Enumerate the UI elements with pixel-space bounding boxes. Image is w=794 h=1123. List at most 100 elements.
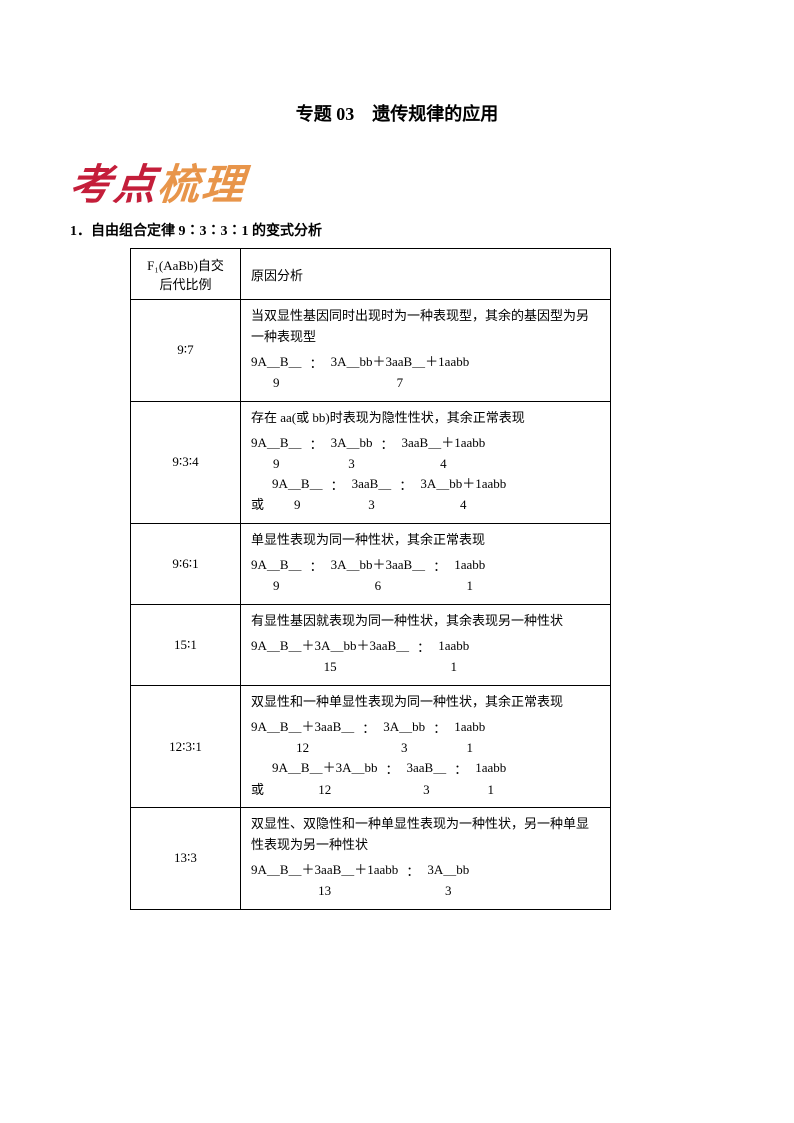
- underbrace-icon: [331, 369, 470, 375]
- formula-term: 1aabb: [454, 557, 485, 573]
- formula-count: 9: [273, 578, 280, 594]
- formula-group: 1aabb 1: [475, 760, 506, 797]
- formula-group: 9A＿B＿ 9: [251, 557, 302, 594]
- formula-row: 9A＿B＿＋3aaB＿12：3A＿bb3：1aabb1: [251, 719, 600, 756]
- formula-term: 9A＿B＿＋3aaB＿＋1aabb: [251, 862, 398, 878]
- underbrace-icon: [438, 653, 469, 659]
- formula-count: 1: [466, 740, 473, 756]
- ratio-cell: 9∶6∶1: [131, 523, 241, 604]
- analysis-cell: 双显性、双隐性和一种单显性表现为一种性状，另一种单显性表现为另一种性状 9A＿B＿…: [241, 808, 611, 910]
- underbrace-icon: [352, 491, 392, 497]
- heading-part-2: 梳理: [156, 161, 248, 208]
- analysis-cell: 单显性表现为同一种性状，其余正常表现9A＿B＿9：3A＿bb＋3aaB＿6：1a…: [241, 523, 611, 604]
- formula-group: 9A＿B＿＋3aaB＿＋1aabb 13: [251, 862, 398, 899]
- formula-row: 9A＿B＿＋3A＿bb＋3aaB＿15：1aabb 1: [251, 638, 600, 675]
- formula-term: 9A＿B＿＋3A＿bb＋3aaB＿: [251, 638, 409, 654]
- analysis-desc: 双显性、双隐性和一种单显性表现为一种性状，另一种单显性表现为另一种性状: [251, 814, 600, 856]
- formula-count: 7: [397, 375, 404, 391]
- formula-term: 9A＿B＿: [272, 476, 323, 492]
- underbrace-icon: [331, 572, 426, 578]
- page-title: 专题 03 遗传规律的应用: [90, 100, 704, 126]
- formula-term: 3A＿bb＋1aabb: [420, 476, 506, 492]
- formula-count: 1: [466, 578, 473, 594]
- table-row: 12∶3∶1双显性和一种单显性表现为同一种性状，其余正常表现9A＿B＿＋3aaB…: [131, 685, 611, 807]
- formula-row: 9A＿B＿9：3A＿bb3：3aaB＿＋1aabb4: [251, 435, 600, 472]
- ratio-separator: ：: [306, 559, 327, 575]
- ratio-cell: 9∶3∶4: [131, 401, 241, 523]
- formula-term: 9A＿B＿＋3A＿bb: [272, 760, 377, 776]
- formula-term: 1aabb: [454, 719, 485, 735]
- formula-term: 3A＿bb＋3aaB＿: [331, 557, 426, 573]
- formula-count: 12: [318, 782, 331, 798]
- ratio-cell: 9∶7: [131, 300, 241, 402]
- formula-count: 1: [450, 659, 457, 675]
- formula-group: 3A＿bb3: [383, 719, 425, 756]
- table-row: 9∶3∶4存在 aa(或 bb)时表现为隐性性状，其余正常表现9A＿B＿9：3A…: [131, 401, 611, 523]
- formula-term: 9A＿B＿: [251, 354, 302, 370]
- or-label: 或: [251, 497, 264, 513]
- formula-group: 1aabb 1: [438, 638, 469, 675]
- formula-term: 3aaB＿: [406, 760, 446, 776]
- header-ratio: F₁(AaBb)自交后代比例: [131, 249, 241, 300]
- underbrace-icon: [427, 877, 469, 883]
- formula-count: 9: [273, 456, 280, 472]
- ratio-separator: ：: [395, 478, 416, 494]
- formula-count: 3: [423, 782, 430, 798]
- ratio-separator: ：: [402, 864, 423, 880]
- formula-count: 3: [348, 456, 355, 472]
- section-heading: 考点梳理: [67, 151, 248, 212]
- formula-row: 9A＿B＿9：3A＿bb＋3aaB＿6：1aabb1: [251, 557, 600, 594]
- formula-row: 或9A＿B＿9：3aaB＿3：3A＿bb＋1aabb4: [251, 476, 600, 513]
- analysis-cell: 有显性基因就表现为同一种性状，其余表现另一种性状9A＿B＿＋3A＿bb＋3aaB…: [241, 604, 611, 685]
- underbrace-icon: [454, 734, 485, 740]
- ratio-table: F₁(AaBb)自交后代比例 原因分析 9∶7当双显性基因同时出现时为一种表现型…: [130, 248, 611, 910]
- header-analysis: 原因分析: [241, 249, 611, 300]
- underbrace-icon: [331, 450, 373, 456]
- formula-count: 9: [294, 497, 301, 513]
- underbrace-icon: [251, 653, 409, 659]
- formula-group: 3A＿bb＋1aabb4: [420, 476, 506, 513]
- analysis-desc: 当双显性基因同时出现时为一种表现型，其余的基因型为另一种表现型: [251, 306, 600, 348]
- table-row: 13∶3双显性、双隐性和一种单显性表现为一种性状，另一种单显性表现为另一种性状9…: [131, 808, 611, 910]
- formula-count: 3: [368, 497, 375, 513]
- ratio-cell: 12∶3∶1: [131, 685, 241, 807]
- formula-term: 1aabb: [438, 638, 469, 654]
- underbrace-icon: [251, 450, 302, 456]
- underbrace-icon: [251, 877, 398, 883]
- underbrace-icon: [251, 734, 354, 740]
- formula-group: 9A＿B＿ 9: [251, 435, 302, 472]
- formula-term: 1aabb: [475, 760, 506, 776]
- underbrace-icon: [272, 776, 377, 782]
- ratio-separator: ：: [381, 762, 402, 778]
- table-header-row: F₁(AaBb)自交后代比例 原因分析: [131, 249, 611, 300]
- table-row: 9∶6∶1 单显性表现为同一种性状，其余正常表现 9A＿B＿ 9 ：3A＿bb＋3aaB…: [131, 523, 611, 604]
- formula-group: 9A＿B＿＋3A＿bb＋3aaB＿15: [251, 638, 409, 675]
- formula-group: 3A＿bb3: [331, 435, 373, 472]
- ratio-separator: ：: [306, 356, 327, 372]
- formula-count: 4: [440, 456, 447, 472]
- analysis-desc: 单显性表现为同一种性状，其余正常表现: [251, 530, 600, 551]
- underbrace-icon: [272, 491, 323, 497]
- formula-count: 13: [318, 883, 331, 899]
- underbrace-icon: [420, 491, 506, 497]
- table-body: 9∶7当双显性基因同时出现时为一种表现型，其余的基因型为另一种表现型9A＿B＿9…: [131, 300, 611, 910]
- ratio-separator: ：: [429, 721, 450, 737]
- underbrace-icon: [401, 450, 485, 456]
- ratio-cell: 15∶1: [131, 604, 241, 685]
- ratio-separator: ：: [413, 640, 434, 656]
- underbrace-icon: [454, 572, 485, 578]
- ratio-separator: ：: [358, 721, 379, 737]
- formula-count: 9: [273, 375, 280, 391]
- analysis-cell: 双显性和一种单显性表现为同一种性状，其余正常表现9A＿B＿＋3aaB＿12：3A…: [241, 685, 611, 807]
- formula-group: 9A＿B＿ 9: [272, 476, 323, 513]
- heading-part-1: 考点: [68, 161, 160, 208]
- formula-count: 1: [487, 782, 494, 798]
- formula-count: 6: [375, 578, 382, 594]
- analysis-cell: 存在 aa(或 bb)时表现为隐性性状，其余正常表现9A＿B＿9：3A＿bb3：…: [241, 401, 611, 523]
- formula-term: 9A＿B＿: [251, 435, 302, 451]
- formula-term: 9A＿B＿＋3aaB＿: [251, 719, 354, 735]
- formula-term: 3A＿bb: [427, 862, 469, 878]
- underbrace-icon: [406, 776, 446, 782]
- formula-count: 3: [445, 883, 452, 899]
- formula-term: 9A＿B＿: [251, 557, 302, 573]
